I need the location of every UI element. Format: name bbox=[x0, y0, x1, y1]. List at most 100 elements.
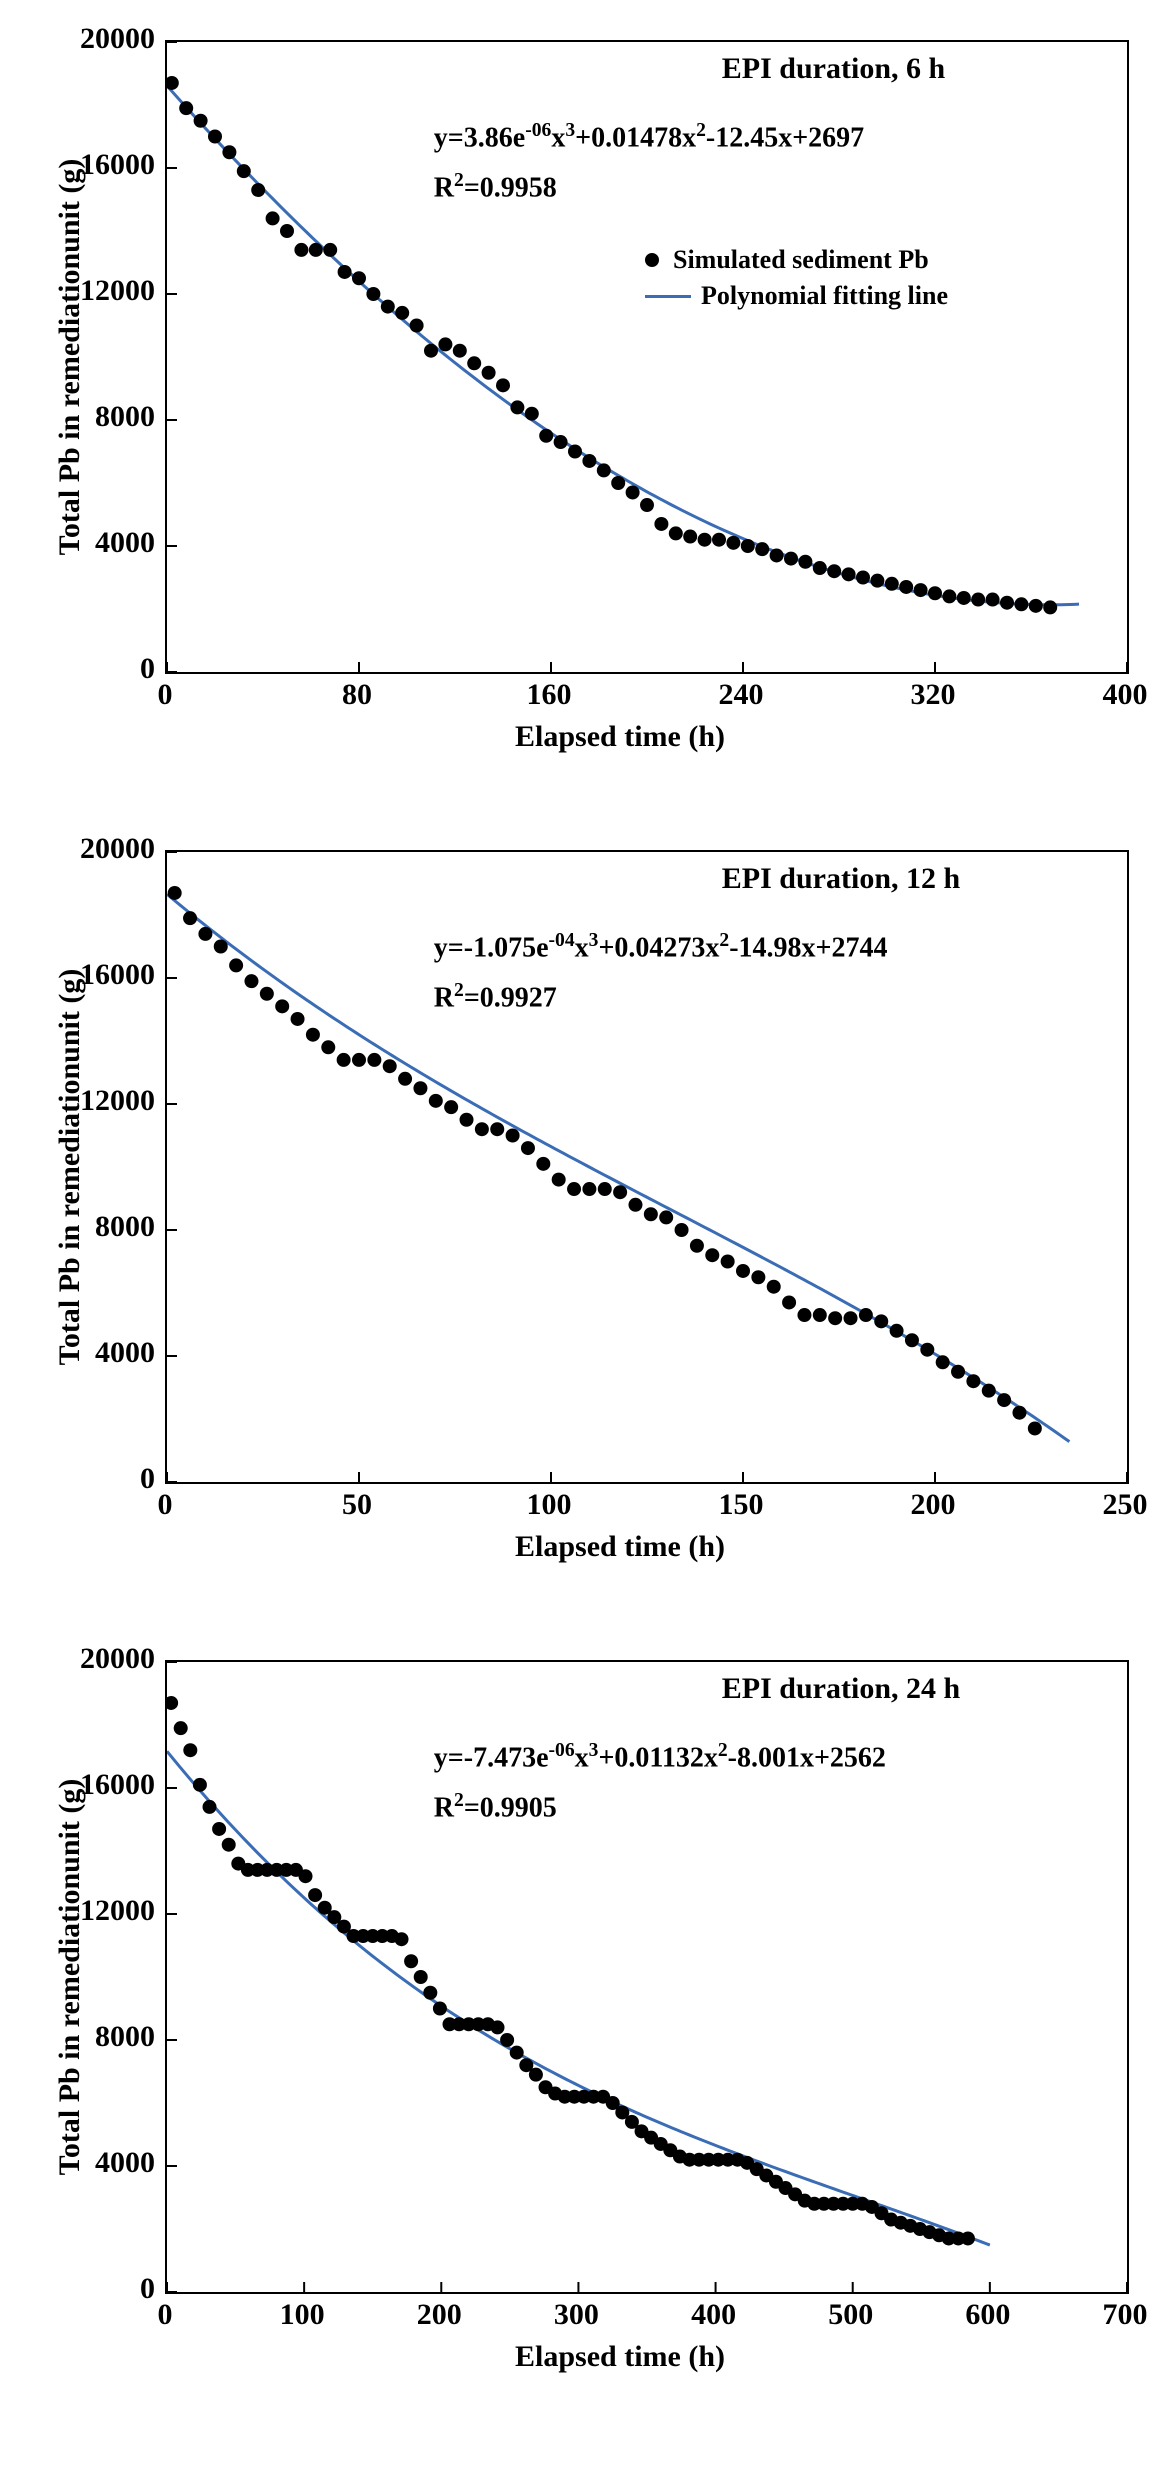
x-tick-label: 150 bbox=[711, 1488, 771, 1522]
data-point bbox=[797, 1308, 811, 1322]
data-point bbox=[669, 526, 683, 540]
data-point bbox=[183, 911, 197, 925]
data-point bbox=[321, 1040, 335, 1054]
legend-marker-line bbox=[645, 295, 691, 298]
figure: Total Pb in remediationunit (g)080160240… bbox=[20, 20, 1153, 2410]
data-point bbox=[275, 999, 289, 1013]
panel-epi-6h: Total Pb in remediationunit (g)080160240… bbox=[20, 20, 1153, 790]
data-point bbox=[798, 555, 812, 569]
data-point bbox=[890, 1324, 904, 1338]
data-point bbox=[203, 1800, 217, 1814]
data-point bbox=[395, 306, 409, 320]
data-point bbox=[294, 243, 308, 257]
data-point bbox=[453, 344, 467, 358]
data-point bbox=[438, 337, 452, 351]
y-tick-label: 16000 bbox=[55, 958, 155, 992]
data-point bbox=[482, 366, 496, 380]
data-point bbox=[309, 243, 323, 257]
data-point bbox=[338, 265, 352, 279]
y-tick-label: 20000 bbox=[55, 1642, 155, 1676]
data-point bbox=[306, 1028, 320, 1042]
data-point bbox=[611, 476, 625, 490]
data-point bbox=[251, 183, 265, 197]
data-point bbox=[683, 530, 697, 544]
data-point bbox=[229, 958, 243, 972]
y-tick-label: 4000 bbox=[55, 526, 155, 560]
data-point bbox=[323, 243, 337, 257]
x-axis-label: Elapsed time (h) bbox=[515, 720, 725, 754]
data-point bbox=[444, 1100, 458, 1114]
data-point bbox=[429, 1094, 443, 1108]
y-tick-label: 8000 bbox=[55, 400, 155, 434]
y-tick-label: 0 bbox=[55, 1462, 155, 1496]
y-tick-label: 12000 bbox=[55, 1894, 155, 1928]
data-point bbox=[626, 485, 640, 499]
data-point bbox=[496, 378, 510, 392]
data-point bbox=[168, 886, 182, 900]
data-point bbox=[183, 1743, 197, 1757]
data-point bbox=[367, 1053, 381, 1067]
data-point bbox=[381, 300, 395, 314]
data-point bbox=[721, 1255, 735, 1269]
data-point bbox=[467, 356, 481, 370]
x-tick-label: 250 bbox=[1095, 1488, 1155, 1522]
y-tick-label: 8000 bbox=[55, 1210, 155, 1244]
data-point bbox=[942, 589, 956, 603]
data-point bbox=[675, 1223, 689, 1237]
data-point bbox=[491, 2020, 505, 2034]
x-tick-label: 80 bbox=[327, 678, 387, 712]
data-point bbox=[410, 319, 424, 333]
data-point bbox=[291, 1012, 305, 1026]
data-point bbox=[568, 445, 582, 459]
data-point bbox=[413, 1081, 427, 1095]
data-point bbox=[920, 1343, 934, 1357]
x-tick-label: 320 bbox=[903, 678, 963, 712]
data-point bbox=[500, 2033, 514, 2047]
data-point bbox=[383, 1059, 397, 1073]
x-tick-label: 240 bbox=[711, 678, 771, 712]
data-point bbox=[222, 1838, 236, 1852]
data-point bbox=[395, 1932, 409, 1946]
panel-epi-24h: Total Pb in remediationunit (g)010020030… bbox=[20, 1640, 1153, 2410]
data-point bbox=[698, 533, 712, 547]
x-tick-label: 700 bbox=[1095, 2298, 1155, 2332]
data-point bbox=[554, 435, 568, 449]
y-tick-label: 20000 bbox=[55, 22, 155, 56]
data-point bbox=[423, 1986, 437, 2000]
data-point bbox=[856, 571, 870, 585]
data-point bbox=[208, 130, 222, 144]
data-point bbox=[905, 1333, 919, 1347]
r-squared-text: R2=0.9905 bbox=[434, 1790, 557, 1824]
data-point bbox=[874, 1314, 888, 1328]
legend-label: Polynomial fitting line bbox=[701, 281, 948, 311]
legend: Simulated sediment PbPolynomial fitting … bbox=[645, 245, 948, 317]
data-point bbox=[214, 940, 228, 954]
equation-text: y=-1.075e-04x3+0.04273x2-14.98x+2744 bbox=[434, 930, 888, 964]
x-tick-label: 160 bbox=[519, 678, 579, 712]
data-point bbox=[597, 463, 611, 477]
data-point bbox=[308, 1888, 322, 1902]
data-point bbox=[510, 2046, 524, 2060]
data-point bbox=[212, 1822, 226, 1836]
data-point bbox=[1014, 597, 1028, 611]
data-point bbox=[266, 211, 280, 225]
data-point bbox=[784, 552, 798, 566]
data-point bbox=[1000, 596, 1014, 610]
panel-title: EPI duration, 12 h bbox=[722, 862, 960, 896]
fit-line bbox=[167, 1751, 990, 2245]
data-point bbox=[951, 1365, 965, 1379]
data-point bbox=[767, 1280, 781, 1294]
data-point bbox=[971, 593, 985, 607]
x-tick-label: 300 bbox=[546, 2298, 606, 2332]
data-point bbox=[567, 1182, 581, 1196]
data-point bbox=[222, 145, 236, 159]
y-tick-label: 8000 bbox=[55, 2020, 155, 2054]
data-point bbox=[899, 580, 913, 594]
data-point bbox=[690, 1239, 704, 1253]
data-point bbox=[433, 2002, 447, 2016]
x-tick-label: 500 bbox=[821, 2298, 881, 2332]
r-squared-text: R2=0.9927 bbox=[434, 980, 557, 1014]
panel-title: EPI duration, 24 h bbox=[722, 1672, 960, 1706]
data-point bbox=[536, 1157, 550, 1171]
equation-text: y=3.86e-06x3+0.01478x2-12.45x+2697 bbox=[434, 120, 864, 154]
